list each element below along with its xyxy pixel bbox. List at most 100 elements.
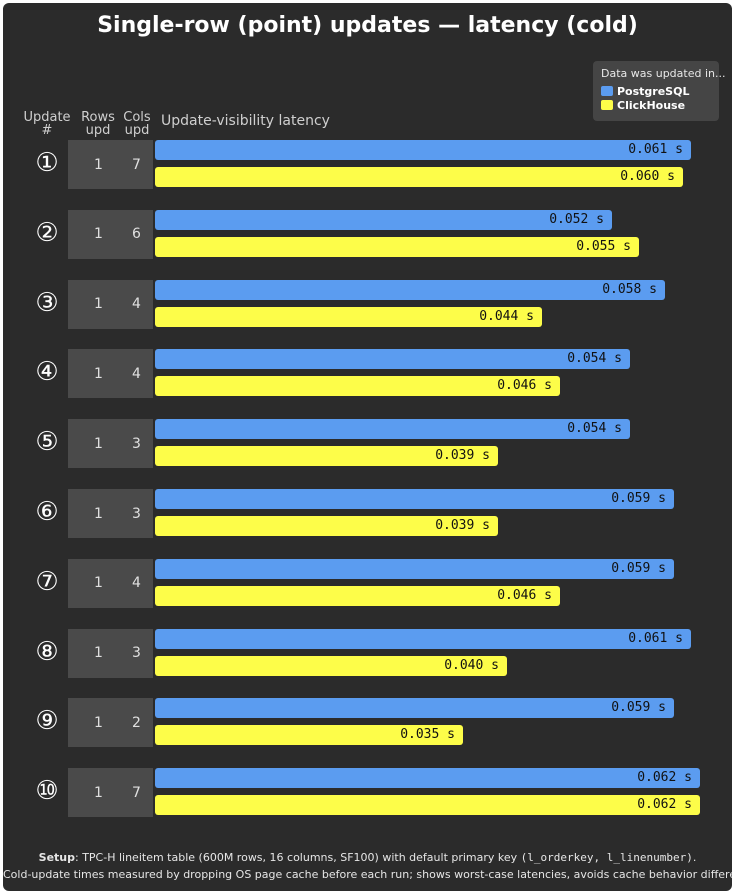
legend-item-postgresql: PostgreSQL [601, 85, 689, 98]
bar-postgresql: 0.054 s [155, 349, 630, 370]
rows-updated-value: 1 [94, 575, 103, 592]
bar-value-label: 0.060 s [620, 169, 675, 184]
header-rows-line1: Rows [81, 110, 115, 125]
footer-line2: Cold-update times measured by dropping O… [3, 868, 732, 881]
bar-value-label: 0.054 s [567, 421, 622, 437]
bar-value-label: 0.059 s [611, 560, 666, 576]
bar-value-label: 0.061 s [628, 142, 683, 157]
footer-line1-text: : TPC-H lineitem table (600M rows, 16 co… [75, 851, 521, 864]
bar-clickhouse: 0.060 s [155, 167, 683, 187]
bar-postgresql: 0.059 s [155, 558, 674, 579]
legend-swatch-postgresql [601, 86, 613, 96]
bar-postgresql: 0.052 s [155, 209, 612, 230]
bar-clickhouse: 0.035 s [155, 725, 463, 746]
rows-updated-value: 1 [94, 505, 103, 522]
update-number: ⑧ [35, 636, 59, 667]
chart-frame: Single-row (point) updates — latency (co… [3, 3, 732, 891]
cols-updated-value: 2 [132, 714, 141, 731]
rows-updated-value: 1 [94, 296, 103, 313]
legend-label-postgresql: PostgreSQL [617, 85, 690, 98]
bar-clickhouse: 0.046 s [155, 585, 560, 606]
bar-value-label: 0.052 s [549, 211, 604, 227]
update-number: ④ [35, 357, 59, 388]
bar-postgresql: 0.062 s [155, 768, 700, 789]
bar-clickhouse: 0.040 s [155, 655, 507, 676]
rows-updated-value: 1 [94, 435, 103, 452]
rows-updated-value: 1 [94, 226, 103, 243]
update-number: ② [35, 217, 59, 248]
bar-value-label: 0.061 s [628, 630, 683, 646]
bar-postgresql: 0.061 s [155, 140, 691, 160]
header-update-line1: Update [23, 110, 71, 125]
bar-value-label: 0.058 s [602, 281, 657, 297]
footer-primary-key: (l_orderkey, l_linenumber) [520, 851, 693, 864]
footer-line1: Setup: TPC-H lineitem table (600M rows, … [3, 851, 732, 864]
legend: Data was updated in... PostgreSQL ClickH… [593, 61, 725, 121]
bar-value-label: 0.062 s [637, 797, 692, 813]
update-number: ① [35, 148, 59, 178]
header-rows-line2: upd [85, 123, 111, 138]
header-cols-line1: Cols [123, 110, 151, 125]
header-cols: Cols upd [119, 111, 155, 137]
bar-value-label: 0.055 s [576, 238, 631, 254]
header-latency: Update-visibility latency [161, 113, 330, 129]
rows-updated-value: 1 [94, 714, 103, 731]
bar-value-label: 0.046 s [497, 378, 552, 394]
bar-value-label: 0.040 s [444, 657, 499, 673]
bar-postgresql: 0.061 s [155, 628, 691, 649]
update-number: ⑥ [35, 497, 59, 527]
bar-postgresql: 0.059 s [155, 698, 674, 719]
bar-clickhouse: 0.062 s [155, 795, 700, 816]
bar-value-label: 0.039 s [435, 448, 490, 464]
bar-value-label: 0.059 s [611, 700, 666, 716]
footer-setup-label: Setup [38, 851, 75, 864]
legend-swatch-clickhouse [601, 100, 613, 110]
rows-updated-value: 1 [94, 365, 103, 382]
bar-value-label: 0.046 s [497, 587, 552, 603]
cols-updated-value: 7 [132, 784, 141, 801]
rows-updated-value: 1 [94, 784, 103, 801]
update-number: ⑩ [35, 776, 59, 807]
cols-updated-value: 7 [132, 156, 141, 173]
bar-clickhouse: 0.039 s [155, 516, 498, 536]
update-number: ⑦ [35, 566, 59, 597]
cols-updated-value: 4 [132, 575, 141, 592]
bar-value-label: 0.039 s [435, 518, 490, 533]
bar-clickhouse: 0.046 s [155, 376, 560, 397]
bar-value-label: 0.054 s [567, 351, 622, 367]
cols-updated-value: 6 [132, 226, 141, 243]
cols-updated-value: 3 [132, 505, 141, 522]
bar-clickhouse: 0.055 s [155, 236, 639, 257]
footer-line1-end: . [692, 851, 697, 864]
bar-postgresql: 0.058 s [155, 279, 665, 300]
bar-postgresql: 0.054 s [155, 419, 630, 440]
legend-label-clickhouse: ClickHouse [617, 99, 686, 112]
legend-title: Data was updated in... [601, 67, 726, 80]
cols-updated-value: 4 [132, 296, 141, 313]
bar-value-label: 0.062 s [637, 770, 692, 786]
update-number: ③ [35, 287, 59, 318]
header-rows: Rows upd [77, 111, 119, 137]
bar-value-label: 0.044 s [479, 308, 534, 324]
cols-updated-value: 3 [132, 645, 141, 662]
update-number: ⑤ [35, 427, 59, 458]
header-cols-line2: upd [124, 123, 150, 138]
bar-value-label: 0.035 s [400, 727, 455, 743]
bar-value-label: 0.059 s [611, 491, 666, 506]
cols-updated-value: 4 [132, 365, 141, 382]
chart-title: Single-row (point) updates — latency (co… [97, 13, 638, 38]
legend-item-clickhouse: ClickHouse [601, 99, 685, 112]
header-update: Update # [21, 111, 73, 137]
header-update-line2: # [41, 123, 53, 138]
cols-updated-value: 3 [132, 435, 141, 452]
bar-postgresql: 0.059 s [155, 489, 674, 509]
